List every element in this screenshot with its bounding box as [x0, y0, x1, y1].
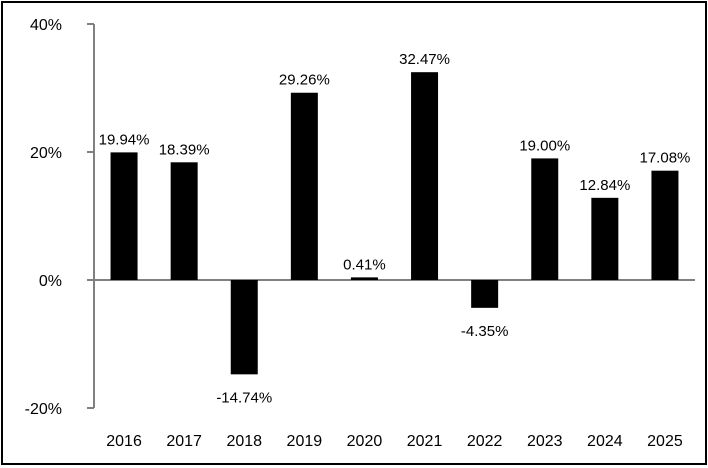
data-label-2025: 17.08% — [640, 150, 691, 167]
bar-chart: 40% 20% 0% -20% 19.94% 2016 18.39% 2017 -14.74%… — [25, 17, 695, 450]
x-tick-label-2018: 2018 — [226, 433, 262, 450]
x-tick-label-2022: 2022 — [467, 433, 503, 450]
bars — [110, 72, 679, 375]
bar-2016 — [110, 152, 138, 280]
y-tick-label: 40% — [30, 17, 62, 34]
bar-2018 — [230, 280, 258, 375]
bar-2019 — [290, 92, 318, 281]
data-label-2022: -4.35% — [461, 323, 509, 340]
y-tick-label: 0% — [39, 273, 62, 290]
data-label-2023: 19.00% — [519, 137, 570, 154]
data-label-2019: 29.26% — [279, 72, 330, 89]
data-labels: 19.94% 2016 18.39% 2017 -14.74% 2018 29.26% 201… — [99, 51, 691, 450]
bar-2023 — [531, 158, 559, 280]
x-tick-label-2024: 2024 — [587, 433, 623, 450]
bar-2021 — [411, 72, 439, 280]
data-label-2016: 19.94% — [99, 131, 150, 148]
y-tick-label: -20% — [25, 401, 62, 418]
x-tick-label-2021: 2021 — [407, 433, 443, 450]
x-tick-label-2019: 2019 — [287, 433, 323, 450]
data-label-2020: 0.41% — [343, 256, 386, 273]
x-tick-label-2020: 2020 — [347, 433, 383, 450]
data-label-2018: -14.74% — [216, 389, 272, 406]
bar-2022 — [471, 280, 499, 308]
data-label-2024: 12.84% — [579, 177, 630, 194]
x-tick-label-2016: 2016 — [106, 433, 142, 450]
x-tick-label-2023: 2023 — [527, 433, 563, 450]
bar-2025 — [651, 170, 679, 280]
x-tick-label-2017: 2017 — [166, 433, 202, 450]
bar-2020 — [350, 277, 378, 280]
x-tick-label-2025: 2025 — [647, 433, 683, 450]
data-label-2017: 18.39% — [159, 141, 210, 158]
bar-2017 — [170, 162, 198, 280]
y-tick-label: 20% — [30, 145, 62, 162]
data-label-2021: 32.47% — [399, 51, 450, 68]
bar-2024 — [591, 197, 619, 280]
